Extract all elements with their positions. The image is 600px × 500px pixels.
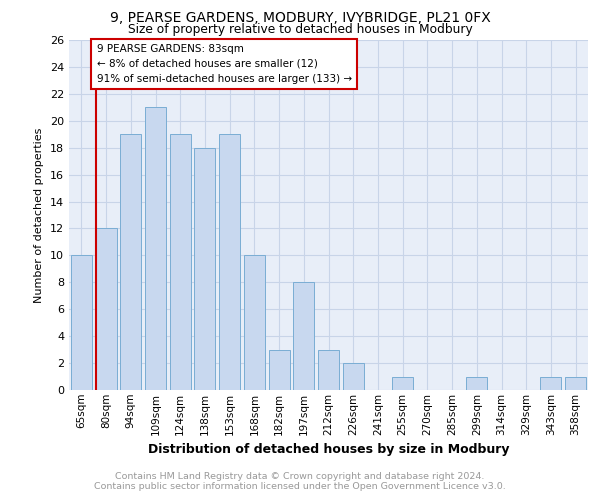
Bar — [269, 350, 290, 390]
Bar — [541, 376, 562, 390]
Bar — [95, 228, 116, 390]
Text: Size of property relative to detached houses in Modbury: Size of property relative to detached ho… — [128, 22, 472, 36]
Bar — [71, 256, 92, 390]
Bar — [194, 148, 215, 390]
Bar — [466, 376, 487, 390]
Bar — [219, 134, 240, 390]
Text: 9 PEARSE GARDENS: 83sqm
← 8% of detached houses are smaller (12)
91% of semi-det: 9 PEARSE GARDENS: 83sqm ← 8% of detached… — [97, 44, 352, 84]
Bar — [120, 134, 141, 390]
Bar — [244, 256, 265, 390]
Text: Contains public sector information licensed under the Open Government Licence v3: Contains public sector information licen… — [94, 482, 506, 491]
Bar — [565, 376, 586, 390]
Text: Contains HM Land Registry data © Crown copyright and database right 2024.: Contains HM Land Registry data © Crown c… — [115, 472, 485, 481]
Bar — [392, 376, 413, 390]
Bar — [318, 350, 339, 390]
Text: 9, PEARSE GARDENS, MODBURY, IVYBRIDGE, PL21 0FX: 9, PEARSE GARDENS, MODBURY, IVYBRIDGE, P… — [110, 11, 490, 25]
X-axis label: Distribution of detached houses by size in Modbury: Distribution of detached houses by size … — [148, 443, 509, 456]
Bar — [170, 134, 191, 390]
Bar — [293, 282, 314, 390]
Bar — [343, 363, 364, 390]
Bar — [145, 108, 166, 390]
Y-axis label: Number of detached properties: Number of detached properties — [34, 128, 44, 302]
